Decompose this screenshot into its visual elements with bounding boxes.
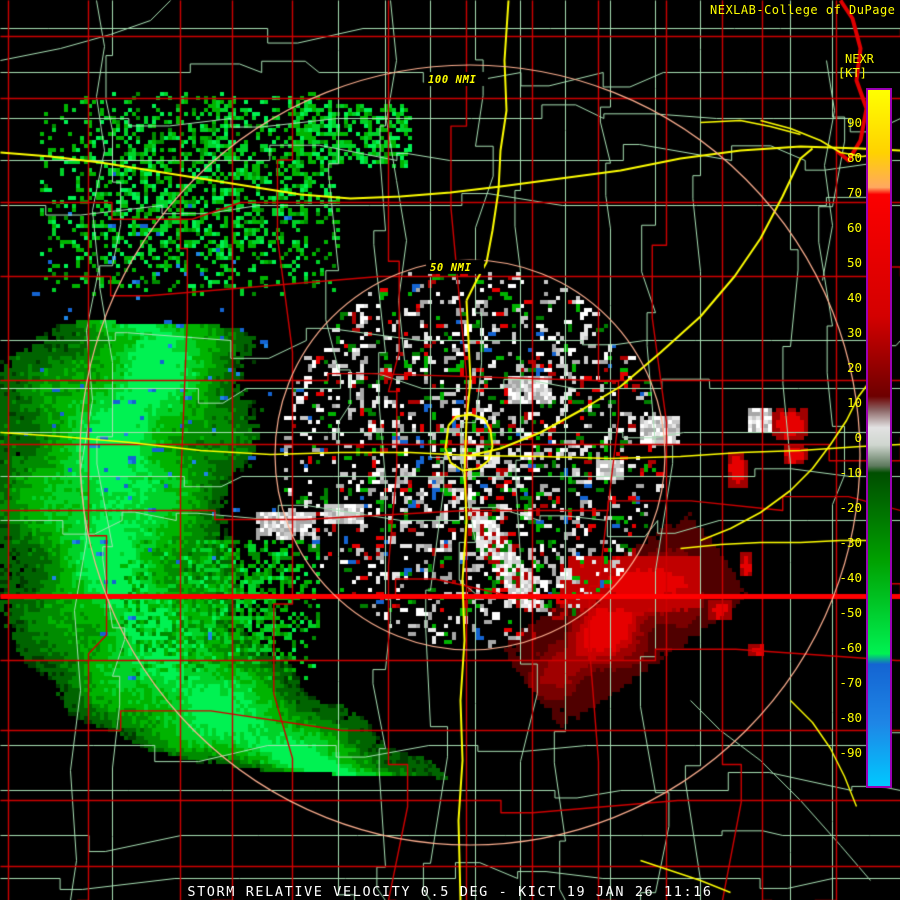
nexrad-label: NEXR <box>845 52 874 66</box>
velocity-colorbar <box>866 88 892 788</box>
colorbar-tick-neg10: -10 <box>839 465 862 480</box>
colorbar-tick-neg20: -20 <box>839 500 862 515</box>
colorbar-tick-legend: 90 80 70 60 50 40 30 20 10 0 -10 -20 -30 -40 -50 -60 -70… <box>828 0 864 900</box>
colorbar-tick-40: 40 <box>846 290 862 305</box>
colorbar-units-label: [KT] <box>838 66 867 80</box>
header-credit: NEXLAB-College of DuPage <box>710 3 896 17</box>
colorbar-tick-neg90: -90 <box>839 745 862 760</box>
colorbar-tick-neg60: -60 <box>839 640 862 655</box>
colorbar-tick-neg50: -50 <box>839 605 862 620</box>
colorbar-tick-neg40: -40 <box>839 570 862 585</box>
colorbar-tick-20: 20 <box>846 360 862 375</box>
colorbar-tick-50: 50 <box>846 255 862 270</box>
colorbar-tick-30: 30 <box>846 325 862 340</box>
colorbar-tick-0: 0 <box>854 430 862 445</box>
colorbar-tick-60: 60 <box>846 220 862 235</box>
range-ring-label-50: 50 NMI <box>430 262 472 274</box>
colorbar-tick-80: 80 <box>846 150 862 165</box>
colorbar-tick-neg30: -30 <box>839 535 862 550</box>
colorbar-tick-90: 90 <box>846 115 862 130</box>
product-caption: STORM RELATIVE VELOCITY 0.5 DEG - KICT 1… <box>187 884 713 900</box>
colorbar-tick-70: 70 <box>846 185 862 200</box>
range-ring-label-100: 100 NMI <box>428 74 477 86</box>
colorbar-tick-neg70: -70 <box>839 675 862 690</box>
colorbar-tick-10: 10 <box>846 395 862 410</box>
colorbar-gradient <box>868 90 890 786</box>
colorbar-tick-neg80: -80 <box>839 710 862 725</box>
